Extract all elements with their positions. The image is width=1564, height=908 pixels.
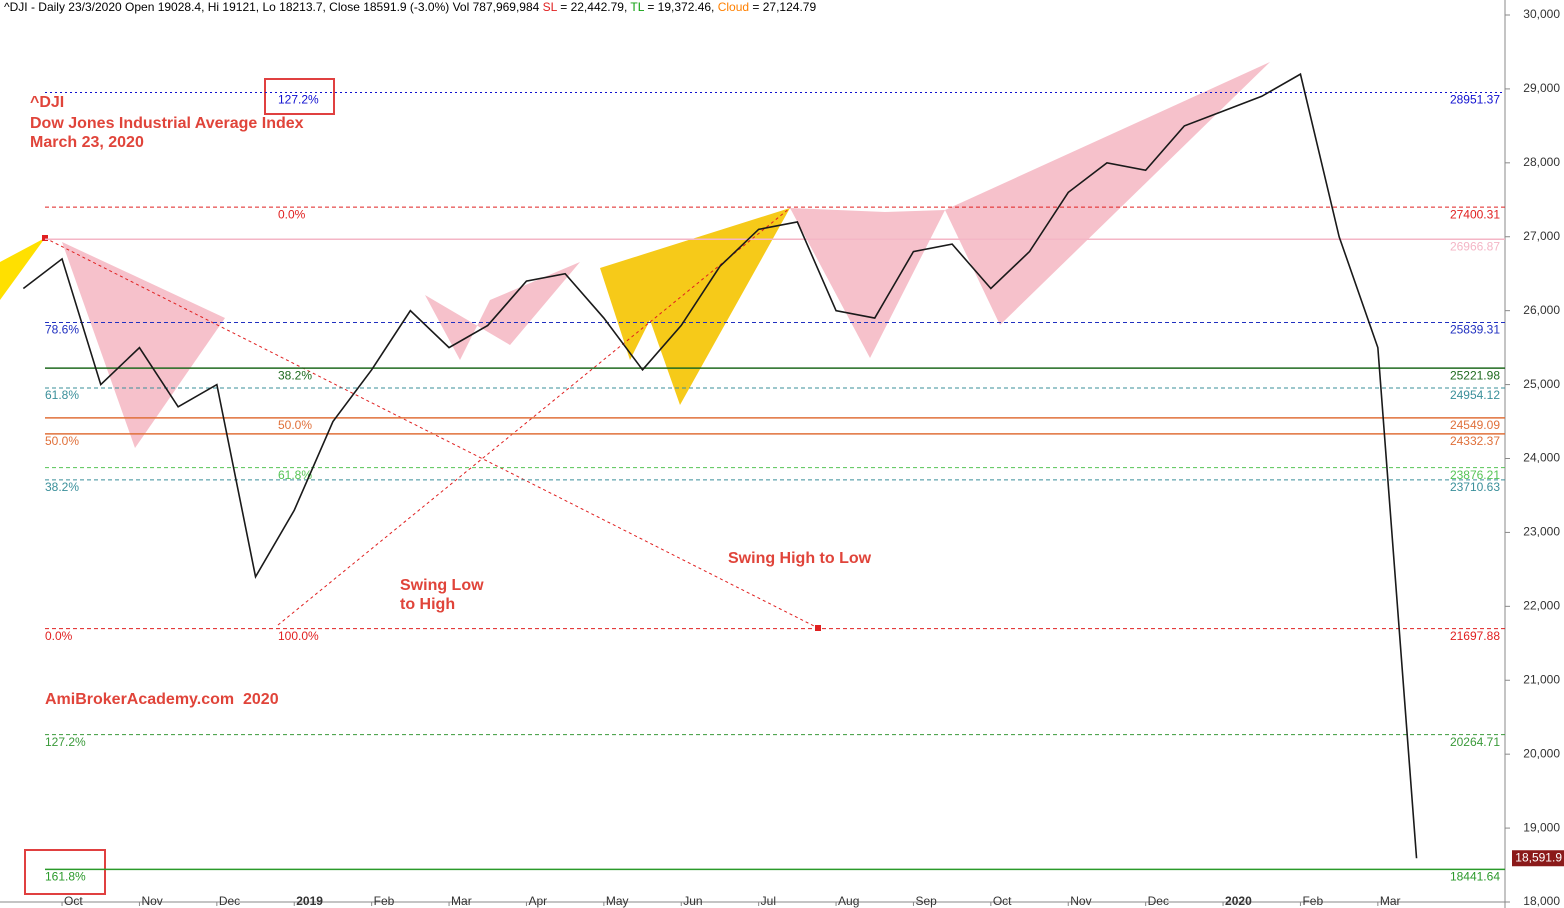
fib-label: 0.0% [278,207,306,221]
fib-label: 127.2% [45,735,86,749]
y-tick-label: 25,000 [1523,377,1560,391]
x-tick-label: Dec [1148,894,1169,908]
swing-point [815,625,821,631]
pattern [62,242,225,448]
fib-label: 0.0% [45,629,73,643]
level-value: 23876.21 [1450,468,1500,482]
header: ^DJI - Daily 23/3/2020 Open 19028.4, Hi … [4,0,816,14]
y-tick-label: 27,000 [1523,229,1560,243]
x-tick-label: Sep [915,894,937,908]
swing-line [44,237,819,629]
level-value: 25221.98 [1450,368,1500,382]
header-part: ^DJI - Daily 23/3/2020 Open 19028.4, Hi … [4,0,543,14]
last-price: 18,591.9 [1515,850,1562,864]
title: ^DJI [30,94,64,111]
x-tick-label: Mar [451,894,472,908]
annotation: Swing Low [400,577,484,594]
x-tick-label: Feb [374,894,395,908]
pattern [945,62,1270,325]
x-tick-label: Oct [993,894,1012,908]
level-value: 25839.31 [1450,323,1500,337]
header-part: TL [630,0,644,14]
watermark: AmiBrokerAcademy.com 2020 [45,691,279,708]
fib-label: 127.2% [278,93,319,107]
annotation: Swing High to Low [728,550,872,567]
highlight-box [24,849,106,895]
level-value: 24549.09 [1450,418,1500,432]
y-tick-label: 22,000 [1523,599,1560,613]
swing-line [277,207,791,626]
level-value: 26966.87 [1450,239,1500,253]
x-tick-label: Aug [838,894,859,908]
level-value: 20264.71 [1450,735,1500,749]
fib-label: 38.2% [45,480,79,494]
y-tick-label: 21,000 [1523,672,1560,686]
level-value: 27400.31 [1450,207,1500,221]
highlight-box [264,78,335,115]
y-tick-label: 23,000 [1523,525,1560,539]
y-tick-label: 18,000 [1523,894,1560,908]
patterns [0,62,1270,631]
level-value: 23710.63 [1450,480,1500,494]
last-price-box [1512,850,1564,867]
fib-label: 61.8% [278,468,312,482]
pattern [0,238,45,300]
fib-label: 61.8% [45,388,79,402]
x-tick-label: Jun [683,894,702,908]
x-tick-label: Nov [1070,894,1091,908]
y-tick-label: 20,000 [1523,746,1560,760]
y-tick-label: 29,000 [1523,81,1560,95]
y-tick-label: 26,000 [1523,303,1560,317]
date: March 23, 2020 [30,134,144,151]
x-tick-label: Feb [1302,894,1323,908]
fib-label: 100.0% [278,629,319,643]
pattern [425,262,580,360]
swing-point [42,235,48,241]
x-tick-label: Jul [761,894,776,908]
level-value: 21697.88 [1450,629,1500,643]
header-part: Cloud [718,0,749,14]
y-tick-label: 30,000 [1523,7,1560,21]
y-tick-label: 19,000 [1523,820,1560,834]
level-value: 28951.37 [1450,93,1500,107]
x-tick-label: Mar [1380,894,1401,908]
fib-label: 50.0% [45,434,79,448]
header-part: SL [543,0,558,14]
fib-label: 78.6% [45,323,79,337]
y-tick-label: 28,000 [1523,155,1560,169]
header-part: = 19,372.46, [644,0,718,14]
fib-label: 38.2% [278,368,312,382]
header-part: = 22,442.79, [557,0,631,14]
pattern [790,208,945,358]
x-tick-label: May [606,894,629,908]
pattern [600,208,790,405]
level-value: 24954.12 [1450,388,1500,402]
fib-label: 50.0% [278,418,312,432]
x-tick-label: Oct [64,894,83,908]
header-part: = 27,124.79 [749,0,816,14]
x-tick-label: 2019 [296,894,323,908]
x-tick-label: Apr [528,894,547,908]
level-value: 24332.37 [1450,434,1500,448]
x-tick-label: Dec [219,894,240,908]
x-tick-label: 2020 [1225,894,1252,908]
x-tick-label: Nov [141,894,162,908]
price-line [22,72,1418,859]
level-value: 18441.64 [1450,870,1500,884]
annotation: to High [400,596,455,613]
subtitle: Dow Jones Industrial Average Index [30,115,304,132]
y-tick-label: 24,000 [1523,451,1560,465]
fib-label: 161.8% [45,870,86,884]
